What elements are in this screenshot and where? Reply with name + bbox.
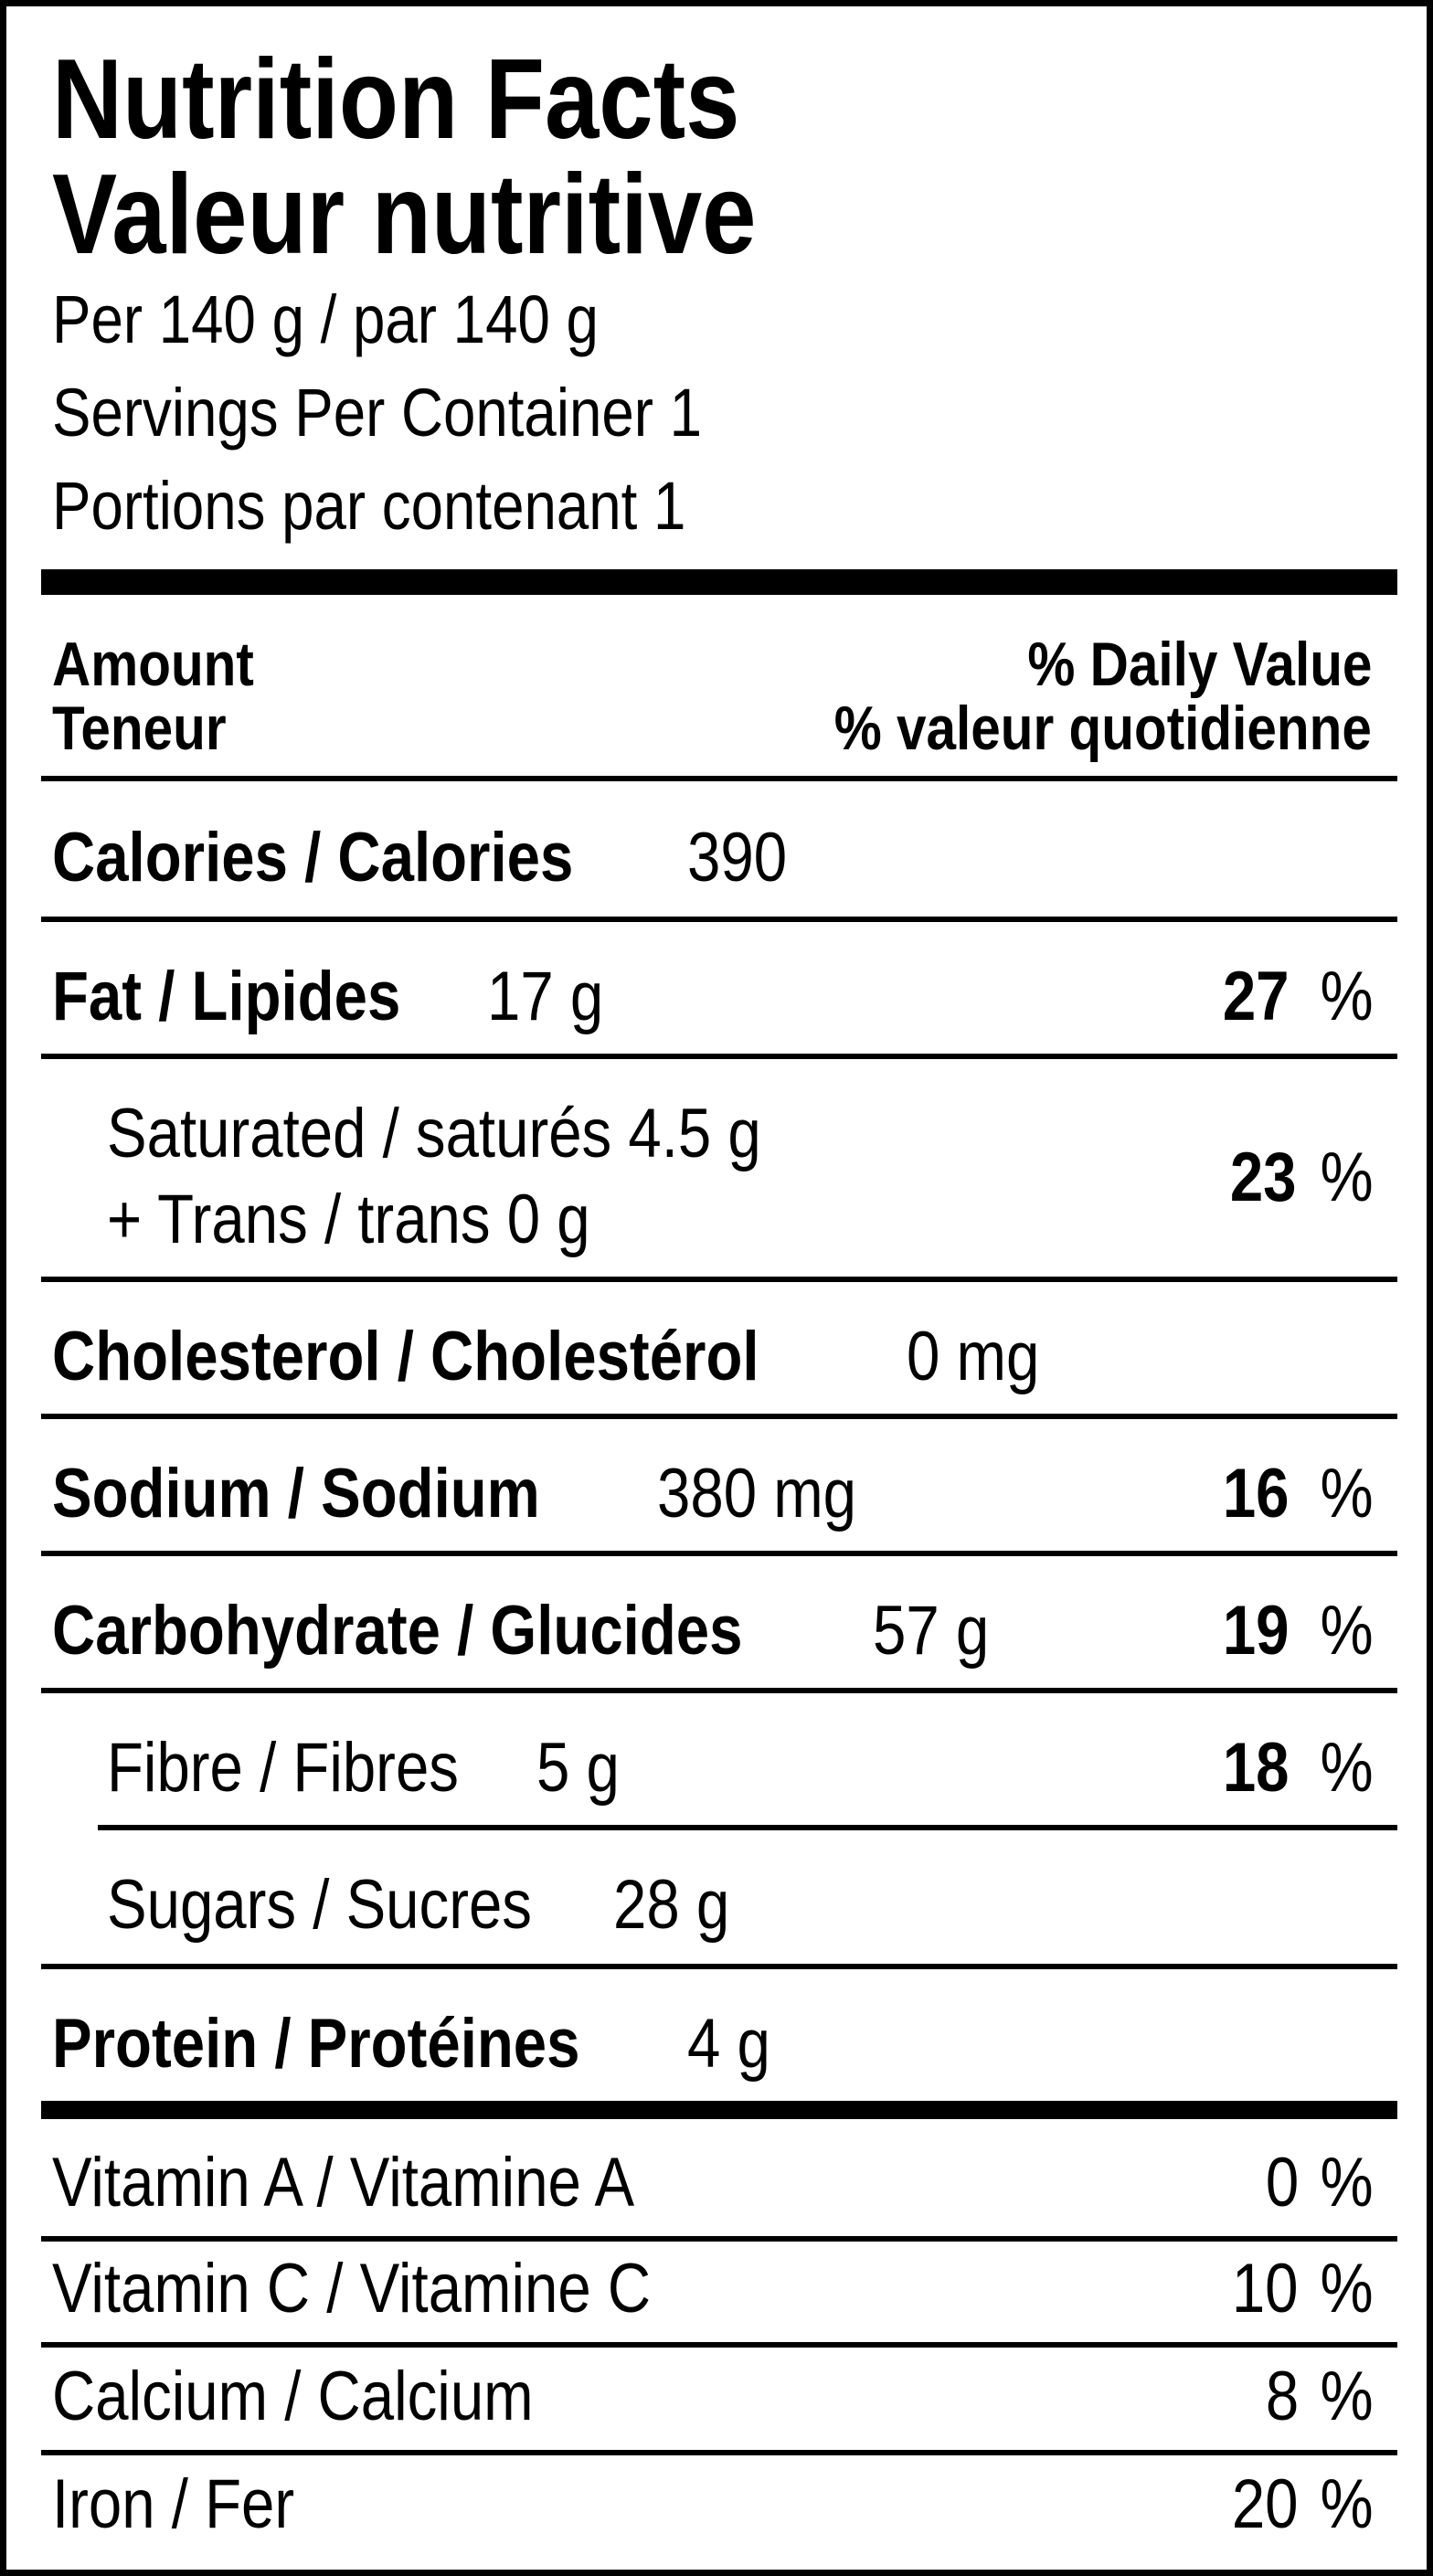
serving-size: Per 140 g / par 140 g	[52, 281, 599, 357]
title-english: Nutrition Facts	[52, 37, 740, 163]
vitamin-c-label: Vitamin C / Vitamine C	[52, 2250, 652, 2327]
calories-value: 390	[687, 819, 788, 896]
fat-percent-sign: %	[1320, 958, 1374, 1035]
divider	[41, 1277, 1397, 1282]
iron-dv: 20	[1232, 2465, 1299, 2543]
thick-divider-top	[41, 569, 1397, 595]
protein-label: Protein / Protéines	[52, 2005, 580, 2083]
divider	[41, 2236, 1397, 2242]
fibre-label: Fibre / Fibres	[107, 1729, 459, 1807]
vitamin-a-label: Vitamin A / Vitamine A	[52, 2144, 635, 2221]
carbohydrate-percent-sign: %	[1320, 1592, 1374, 1670]
calories-label: Calories / Calories	[52, 819, 574, 896]
vitamin-c-dv: 10	[1232, 2250, 1299, 2327]
divider-indented	[98, 1825, 1397, 1830]
vitamin-a-dv: 0	[1265, 2144, 1299, 2221]
divider	[41, 1414, 1397, 1419]
divider	[41, 1688, 1397, 1693]
carbohydrate-label: Carbohydrate / Glucides	[52, 1592, 743, 1670]
fibre-percent-sign: %	[1320, 1729, 1374, 1807]
divider	[41, 917, 1397, 922]
saturated-label: Saturated / saturés 4.5 g	[107, 1095, 761, 1172]
saturated-trans-dv: 23	[1230, 1139, 1297, 1216]
thick-divider-vitamins	[41, 2101, 1397, 2119]
sugars-value: 28 g	[613, 1866, 730, 1944]
fat-dv: 27	[1223, 958, 1290, 1035]
carbohydrate-value: 57 g	[873, 1592, 990, 1670]
column-header-amount-fr: Teneur	[52, 694, 227, 763]
column-header-amount-en: Amount	[52, 630, 254, 699]
fat-value: 17 g	[487, 958, 604, 1035]
vitamin-c-percent-sign: %	[1320, 2250, 1374, 2327]
divider	[41, 2450, 1397, 2455]
iron-percent-sign: %	[1320, 2465, 1374, 2543]
sodium-value: 380 mg	[657, 1455, 857, 1532]
sugars-label: Sugars / Sucres	[107, 1866, 532, 1944]
sodium-percent-sign: %	[1320, 1455, 1374, 1532]
servings-per-container-en: Servings Per Container 1	[52, 375, 703, 451]
carbohydrate-dv: 19	[1223, 1592, 1290, 1670]
servings-per-container-fr: Portions par contenant 1	[52, 468, 686, 544]
column-header-dv-en: % Daily Value	[1026, 630, 1372, 699]
divider	[41, 2342, 1397, 2348]
title-french: Valeur nutritive	[52, 152, 757, 278]
fibre-dv: 18	[1223, 1729, 1290, 1807]
calcium-dv: 8	[1265, 2358, 1299, 2435]
trans-label: + Trans / trans 0 g	[107, 1181, 590, 1258]
calcium-label: Calcium / Calcium	[52, 2358, 534, 2435]
divider	[41, 1551, 1397, 1556]
divider	[41, 776, 1397, 781]
sodium-dv: 16	[1223, 1455, 1290, 1532]
vitamin-a-percent-sign: %	[1320, 2144, 1374, 2221]
saturated-percent-sign: %	[1320, 1139, 1374, 1216]
sodium-label: Sodium / Sodium	[52, 1455, 540, 1532]
fibre-value: 5 g	[536, 1729, 620, 1807]
cholesterol-value: 0 mg	[907, 1318, 1040, 1395]
cholesterol-label: Cholesterol / Cholestérol	[52, 1318, 759, 1395]
protein-value: 4 g	[687, 2005, 770, 2083]
iron-label: Iron / Fer	[52, 2465, 295, 2543]
fat-label: Fat / Lipides	[52, 958, 401, 1035]
divider	[41, 1054, 1397, 1059]
calcium-percent-sign: %	[1320, 2358, 1374, 2435]
column-header-dv-fr: % valeur quotidienne	[833, 694, 1372, 763]
divider	[41, 1964, 1397, 1969]
